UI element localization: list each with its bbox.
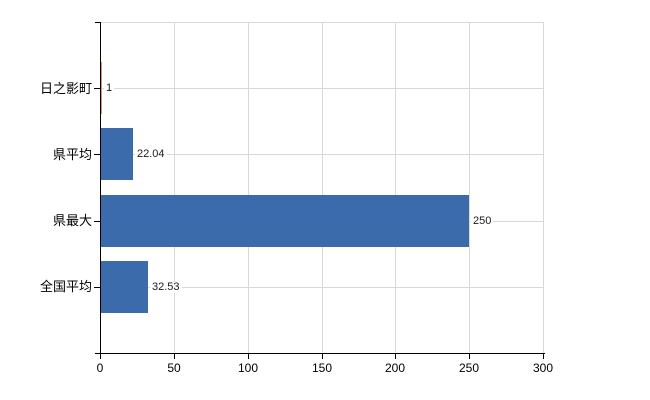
x-tick-label: 200 — [384, 361, 406, 375]
value-label: 32.53 — [150, 281, 182, 293]
horizontal-gridline — [100, 287, 543, 288]
x-axis-tick — [395, 353, 396, 359]
x-axis-line — [95, 353, 545, 354]
x-tick-label: 50 — [167, 361, 181, 375]
bar-日之影町 — [100, 62, 102, 114]
category-label: 県最大 — [52, 213, 92, 228]
y-axis-tick — [94, 287, 100, 288]
vertical-gridline — [174, 22, 175, 353]
category-label: 全国平均 — [39, 279, 92, 294]
x-axis-tick — [100, 353, 101, 359]
y-axis-tick — [94, 88, 100, 89]
y-axis-tick — [94, 221, 100, 222]
category-label: 県平均 — [52, 147, 92, 162]
horizontal-gridline — [100, 154, 543, 155]
x-tick-label: 150 — [311, 361, 333, 375]
vertical-gridline — [543, 22, 544, 353]
horizontal-gridline — [100, 88, 543, 89]
vertical-gridline — [469, 22, 470, 353]
value-label: 22.04 — [135, 148, 167, 160]
y-axis-top-tick — [95, 22, 101, 23]
bar-全国平均 — [100, 261, 148, 313]
x-axis-tick — [174, 353, 175, 359]
value-label: 1 — [104, 82, 115, 94]
x-axis-tick — [469, 353, 470, 359]
x-tick-label: 300 — [532, 361, 554, 375]
value-label: 250 — [471, 215, 494, 227]
vertical-gridline — [248, 22, 249, 353]
x-axis-tick — [248, 353, 249, 359]
bar-県最大 — [100, 195, 469, 247]
bar-県平均 — [100, 128, 133, 180]
x-axis-tick — [322, 353, 323, 359]
category-label: 日之影町 — [39, 81, 92, 96]
y-axis-tick — [94, 154, 100, 155]
x-tick-label: 100 — [237, 361, 259, 375]
x-axis-tick — [543, 353, 544, 359]
vertical-gridline — [322, 22, 323, 353]
x-tick-label: 0 — [96, 361, 104, 375]
y-axis-line — [100, 22, 101, 358]
vertical-gridline — [395, 22, 396, 353]
plot-area: 1 22.04 250 32.53 — [100, 22, 544, 353]
x-tick-label: 250 — [458, 361, 480, 375]
